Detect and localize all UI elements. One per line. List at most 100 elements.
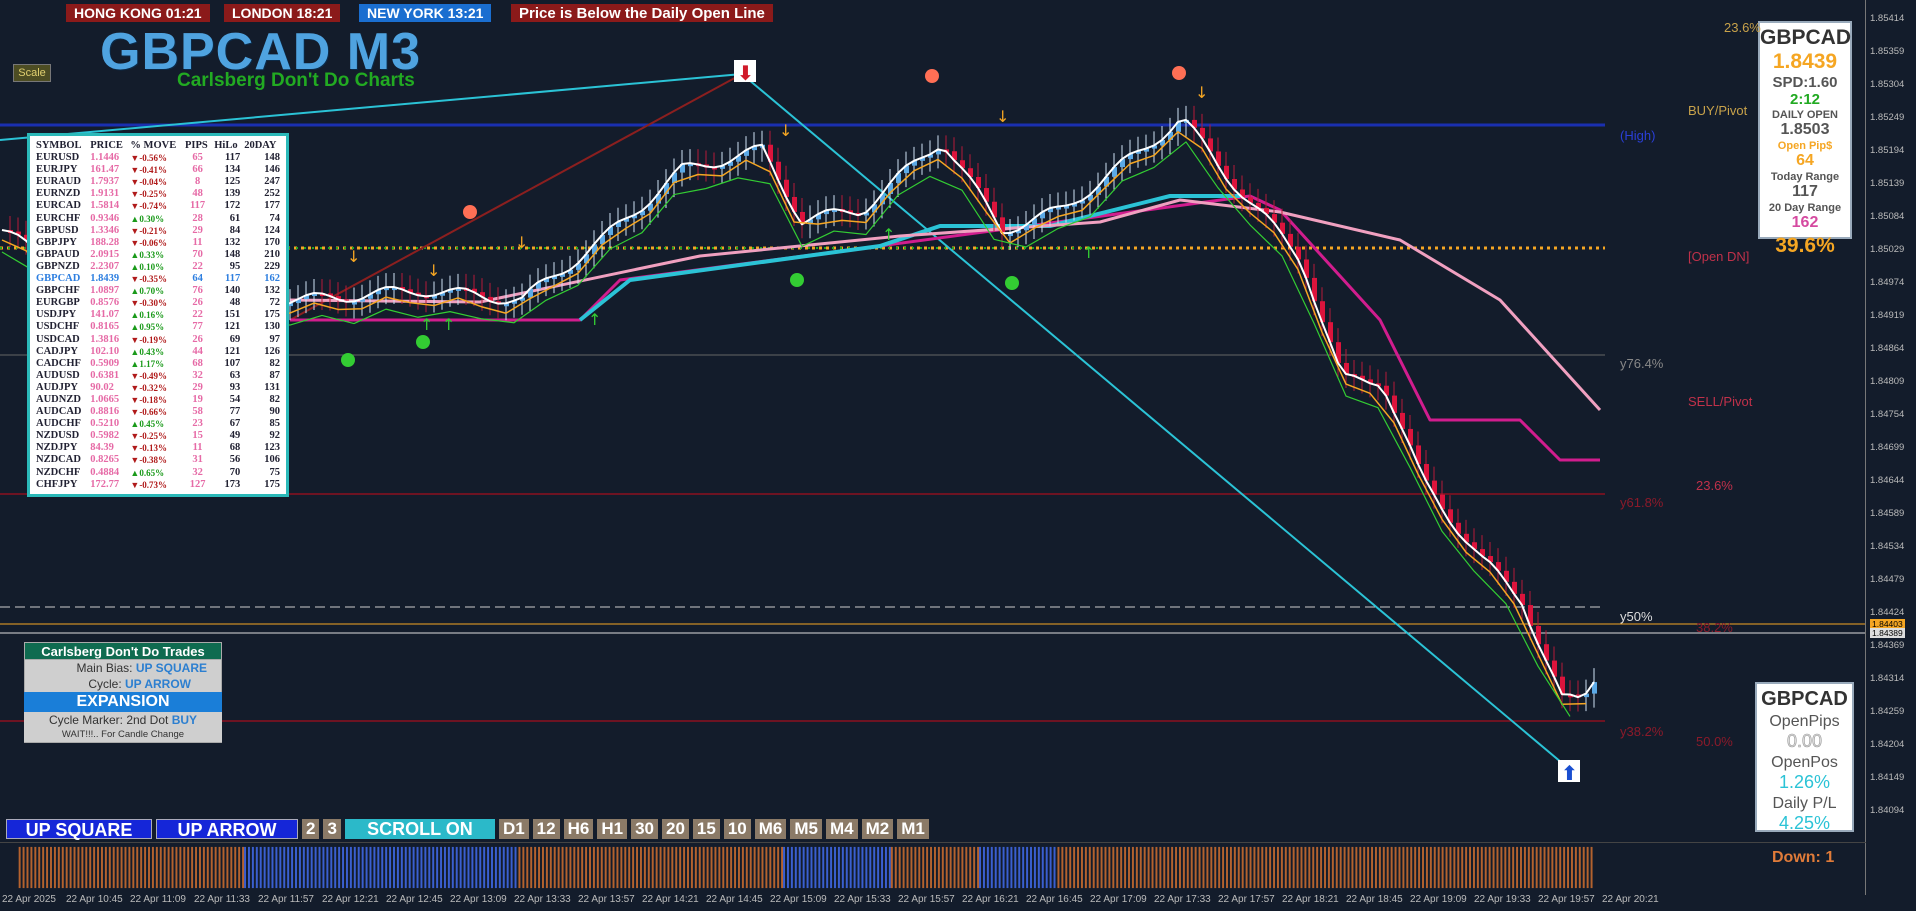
histogram-bar <box>783 846 786 889</box>
cell-sym: GBPUSD <box>36 224 79 236</box>
cell-hl: 56 <box>229 454 241 466</box>
cell-hl: 107 <box>224 357 241 369</box>
cycle-label: Cycle: <box>88 677 122 691</box>
histogram-bar <box>600 846 603 889</box>
cell-sym: EURUSD <box>36 152 80 164</box>
cell-pp: 23 <box>192 418 203 430</box>
cycle-marker-row: Cycle Marker: 2nd Dot BUY <box>24 712 222 729</box>
cell-hl: 48 <box>229 297 241 309</box>
button-2[interactable]: 2 <box>302 819 320 839</box>
histogram-bar <box>1253 846 1256 889</box>
cell-pp: 31 <box>192 454 203 466</box>
histogram-bar <box>585 846 588 889</box>
histogram-bar <box>957 846 960 889</box>
timeframe-button-m2[interactable]: M2 <box>861 819 894 839</box>
table-row: AUDCHF 0.5210 ▲0.45% 23 67 85 <box>34 418 282 430</box>
histogram-bar <box>255 846 258 889</box>
histogram-bar <box>853 846 856 889</box>
histogram-bar <box>961 846 964 889</box>
candle-body <box>608 227 613 236</box>
candle-body <box>880 193 885 205</box>
histogram-bar <box>545 846 548 889</box>
table-row: USDJPY 141.07 ▲0.16% 22 151 175 <box>34 309 282 321</box>
histogram-bar <box>510 846 513 889</box>
histogram-bar <box>377 846 380 889</box>
histogram-bar <box>953 846 956 889</box>
histogram-bar <box>349 846 352 889</box>
histogram-bar <box>1022 846 1025 889</box>
timeframe-button-30[interactable]: 30 <box>631 819 658 839</box>
timeframe-button-h6[interactable]: H6 <box>563 819 594 839</box>
histogram-bar <box>639 846 642 889</box>
cell-mv: ▼-0.19% <box>130 334 168 345</box>
down-arrow-icon: ↓ <box>427 261 440 280</box>
up-square-button[interactable]: UP SQUARE <box>6 819 152 840</box>
timeframe-button-12[interactable]: 12 <box>532 819 560 839</box>
up-arrow-button[interactable]: UP ARROW <box>156 819 298 840</box>
timeframe-button-m6[interactable]: M6 <box>754 819 787 839</box>
price-label: 1.84589 <box>1870 508 1905 519</box>
timeframe-button-20[interactable]: 20 <box>661 819 689 839</box>
histogram-bar <box>902 846 905 889</box>
histogram-bar <box>1128 846 1130 889</box>
table-row: EURGBP 0.8576 ▼-0.30% 26 48 72 <box>34 297 282 309</box>
histogram-bar <box>888 846 891 889</box>
histogram-bar <box>581 846 584 889</box>
scale-button[interactable]: Scale <box>13 64 51 82</box>
timeframe-button-m4[interactable]: M4 <box>826 819 858 839</box>
table-row: NZDCAD 0.8265 ▼-0.38% 31 56 106 <box>34 454 282 466</box>
cell-sym: EURNZD <box>36 188 81 200</box>
candle-body <box>952 151 957 161</box>
timeframe-button-15[interactable]: 15 <box>692 819 720 839</box>
histogram-bar <box>195 846 198 889</box>
histogram-bar <box>436 846 439 889</box>
level-382: 38.2% <box>1696 620 1733 635</box>
histogram-bar <box>930 846 933 889</box>
button-3[interactable]: 3 <box>323 819 341 839</box>
histogram-bar <box>167 846 170 889</box>
cell-pr: 2.0915 <box>90 248 120 260</box>
histogram-bar <box>18 846 21 889</box>
signal-dot <box>1005 276 1019 290</box>
timeframe-button-10[interactable]: 10 <box>723 819 751 839</box>
histogram-bar <box>1288 846 1291 889</box>
histogram-bar <box>1080 846 1083 889</box>
histogram-bar <box>81 846 84 889</box>
timeframe-button-m5[interactable]: M5 <box>790 819 822 839</box>
histogram-bar <box>1559 846 1562 889</box>
histogram-bar <box>475 846 478 889</box>
histogram-bar <box>814 846 817 889</box>
timeframe-button-m1[interactable]: M1 <box>897 819 929 839</box>
candle-body <box>1392 395 1397 413</box>
histogram-bar <box>612 846 615 889</box>
histogram-bar <box>573 846 576 889</box>
histogram-bar <box>1363 846 1366 889</box>
candle-body <box>976 177 981 189</box>
candle-body <box>568 269 573 274</box>
candle-body <box>1320 301 1325 323</box>
candle-body <box>1280 222 1285 234</box>
timeframe-button-h1[interactable]: H1 <box>597 819 628 839</box>
candle-body <box>1528 605 1533 626</box>
histogram-bar <box>781 846 784 889</box>
candle-body <box>680 164 685 173</box>
histogram-bar <box>302 846 305 889</box>
cell-d20: 97 <box>269 333 281 345</box>
candle-body <box>688 163 693 167</box>
histogram-bar <box>416 846 419 889</box>
histogram-bar <box>830 846 833 889</box>
histogram-bar <box>632 846 635 889</box>
histogram-bar <box>1465 846 1468 889</box>
cell-mv: ▼-0.13% <box>130 443 168 454</box>
histogram-bar <box>702 846 705 889</box>
scroll-toggle-button[interactable]: SCROLL ON <box>344 819 495 839</box>
histogram-bar <box>663 846 666 889</box>
histogram-bar <box>1402 846 1405 889</box>
timeframe-button-d1[interactable]: D1 <box>498 819 529 839</box>
histogram-bar <box>986 846 989 889</box>
histogram-bar <box>179 846 182 889</box>
table-row: EURJPY 161.47 ▼-0.41% 66 134 146 <box>34 164 282 176</box>
histogram-bar <box>1006 846 1009 889</box>
histogram-bar <box>979 846 982 889</box>
candle-body <box>472 288 477 293</box>
